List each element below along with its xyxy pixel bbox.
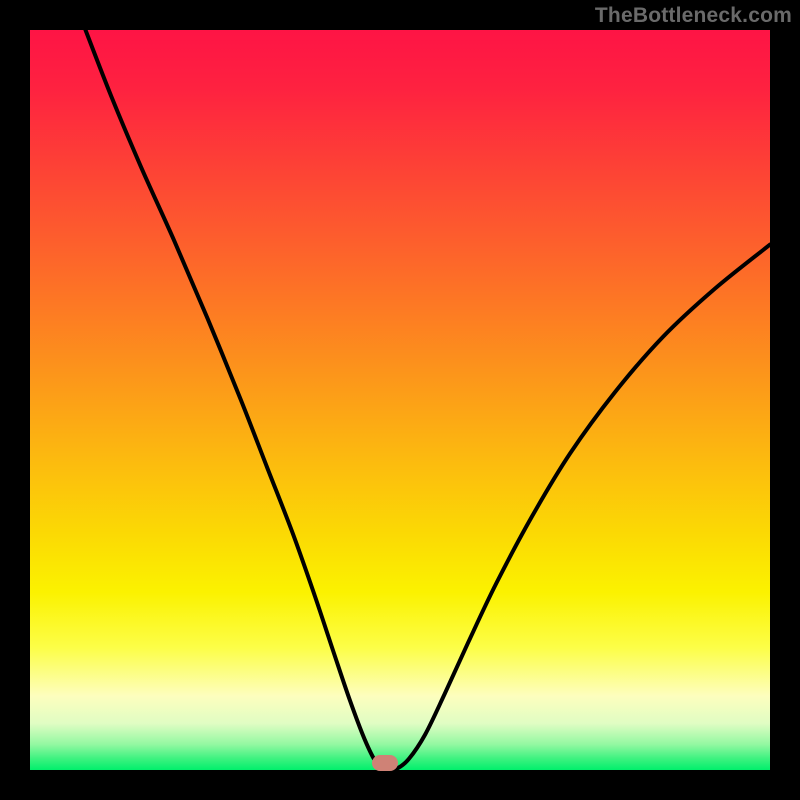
optimum-marker: [372, 755, 398, 771]
plot-area: [30, 30, 770, 770]
watermark-text: TheBottleneck.com: [595, 4, 792, 28]
bottleneck-curve: [30, 30, 770, 770]
chart-container: TheBottleneck.com: [0, 0, 800, 800]
